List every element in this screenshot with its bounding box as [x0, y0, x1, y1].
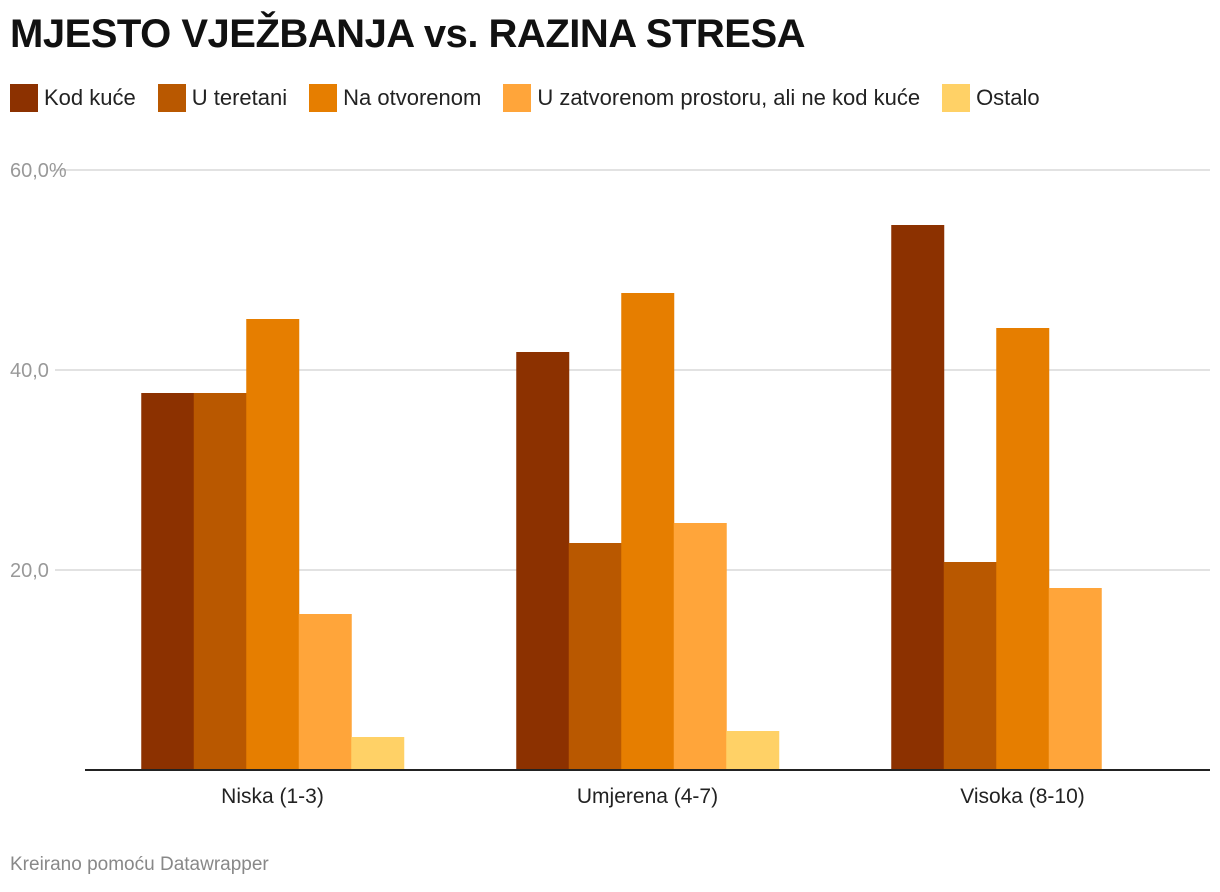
- legend-swatch: [309, 84, 338, 112]
- bar: [568, 543, 622, 770]
- bar: [891, 225, 945, 770]
- x-tick-label: Visoka (8-10): [960, 785, 1085, 808]
- chart-title: MJESTO VJEŽBANJA vs. RAZINA STRESA: [10, 12, 806, 56]
- bar: [516, 352, 570, 770]
- y-tick-label: 20,0: [10, 560, 49, 582]
- bar: [351, 737, 405, 770]
- bar: [193, 393, 247, 770]
- bar: [298, 614, 352, 770]
- legend: Kod kuće U teretani Na otvorenom U zatvoren…: [10, 84, 1040, 112]
- y-tick-label: 60,0%: [10, 160, 67, 182]
- legend-label: Kod kuće: [44, 85, 136, 110]
- legend-label: U teretani: [191, 85, 288, 110]
- bar: [943, 562, 997, 770]
- y-tick-label: 40,0: [10, 360, 49, 382]
- legend-label: Na otvorenom: [343, 85, 482, 110]
- bar: [673, 523, 727, 770]
- legend-swatch: [157, 84, 186, 112]
- bar: [1048, 588, 1102, 770]
- bar: [246, 319, 300, 770]
- bar: [141, 393, 195, 770]
- legend-item: U zatvorenom prostoru, ali ne kod kuće: [503, 84, 920, 112]
- footer-credit[interactable]: Kreirano pomoću Datawrapper: [10, 854, 269, 875]
- legend-item: U teretani: [157, 84, 288, 112]
- x-tick-label: Umjerena (4-7): [577, 785, 718, 808]
- legend-swatch: [503, 84, 532, 112]
- x-tick-label: Niska (1-3): [221, 785, 324, 808]
- legend-item: Na otvorenom: [309, 84, 481, 112]
- legend-swatch: [10, 84, 38, 112]
- legend-item: Kod kuće: [10, 84, 136, 112]
- bar: [996, 328, 1050, 770]
- bar: [726, 731, 780, 770]
- legend-swatch: [942, 84, 971, 112]
- legend-label: U zatvorenom prostoru, ali ne kod kuće: [537, 85, 921, 110]
- legend-label: Ostalo: [976, 85, 1040, 110]
- legend-item: Ostalo: [942, 84, 1040, 112]
- bar: [621, 293, 675, 770]
